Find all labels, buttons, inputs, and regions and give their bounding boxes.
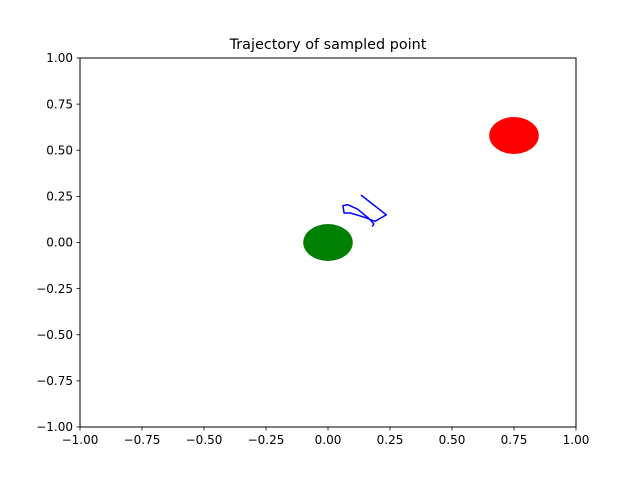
x-tick-label-6: 0.50 <box>439 433 466 447</box>
trajectory-line-0 <box>342 194 388 227</box>
marker-circle-0 <box>303 224 353 261</box>
y-tick-label-3: 0.25 <box>46 190 73 204</box>
x-tick-label-3: −0.25 <box>248 433 285 447</box>
y-tick-label-1: 0.75 <box>46 97 73 111</box>
y-tick-label-4: 0.00 <box>46 236 73 250</box>
x-tick-label-8: 1.00 <box>563 433 590 447</box>
x-tick-label-0: −1.00 <box>62 433 99 447</box>
y-tick-label-0: 1.00 <box>46 51 73 65</box>
y-tick-label-5: −0.25 <box>36 282 73 296</box>
y-tick-label-2: 0.50 <box>46 143 73 157</box>
chart-title: Trajectory of sampled point <box>229 37 427 53</box>
x-tick-label-2: −0.50 <box>186 433 223 447</box>
y-tick-label-8: −1.00 <box>36 420 73 434</box>
x-tick-label-1: −0.75 <box>124 433 161 447</box>
x-tick-label-4: 0.00 <box>315 433 342 447</box>
y-tick-label-7: −0.75 <box>36 374 73 388</box>
y-tick-label-6: −0.50 <box>36 328 73 342</box>
x-tick-label-5: 0.25 <box>377 433 404 447</box>
x-tick-label-7: 0.75 <box>501 433 528 447</box>
marker-circle-1 <box>489 117 539 154</box>
